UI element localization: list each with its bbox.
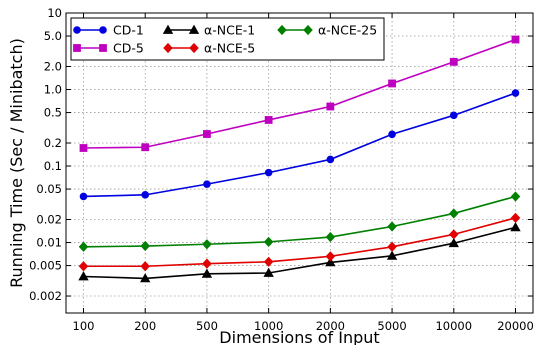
data-point <box>448 237 459 248</box>
x-tick-label: 20000 <box>497 319 534 333</box>
legend-entry: α-NCE-5 <box>163 41 255 56</box>
legend-label: CD-5 <box>113 41 144 56</box>
data-point <box>386 250 398 260</box>
series-line <box>83 226 516 280</box>
y-tick-label: 2.0 <box>44 59 62 73</box>
legend-marker <box>303 24 313 36</box>
y-tick-label: 1.0 <box>44 83 62 97</box>
legend-marker <box>277 24 287 36</box>
data-point <box>263 236 274 247</box>
series-diamond-e00000 <box>78 212 521 272</box>
data-point <box>388 79 396 88</box>
data-point <box>510 222 521 232</box>
y-tick-label: 0.002 <box>29 289 62 303</box>
legend-entry: α-NCE-25 <box>277 23 377 38</box>
data-point <box>325 251 336 262</box>
legend-label: α-NCE-1 <box>204 23 255 38</box>
data-point <box>78 241 89 252</box>
y-tick-label: 0.2 <box>44 136 62 150</box>
x-tick-label: 10000 <box>435 319 472 333</box>
data-point <box>387 241 397 252</box>
x-axis-label: Dimensions of Input <box>219 328 379 345</box>
legend-label: α-NCE-25 <box>318 23 377 38</box>
data-point <box>264 116 273 124</box>
series-layer <box>78 35 521 283</box>
data-point <box>140 273 151 283</box>
legend-marker <box>73 26 81 34</box>
series-circle-0000e0 <box>79 89 520 201</box>
legend: CD-1 CD-5 α-NCE-1 α-NCE-5 α-NCE-25 <box>70 17 385 61</box>
data-point <box>141 143 150 152</box>
legend-marker <box>73 44 81 52</box>
series-diamond-008000 <box>78 191 521 252</box>
data-point <box>263 256 274 267</box>
legend-entry: α-NCE-1 <box>162 23 255 38</box>
data-point <box>326 155 335 164</box>
data-point <box>78 271 89 281</box>
legend-marker <box>163 42 173 54</box>
legend-label: α-NCE-5 <box>204 41 255 56</box>
legend-marker <box>162 24 174 34</box>
data-point <box>203 180 211 188</box>
y-tick-label: 0.5 <box>44 106 62 120</box>
data-point <box>202 258 212 269</box>
data-point <box>449 111 458 120</box>
legend-marker <box>99 44 107 52</box>
legend-label: CD-1 <box>113 23 144 38</box>
data-point <box>79 192 88 201</box>
data-point <box>140 240 150 252</box>
data-point <box>449 208 459 219</box>
plot-frame <box>65 12 534 314</box>
data-point <box>264 168 273 177</box>
data-point <box>263 267 274 277</box>
data-point <box>449 57 458 66</box>
legend-box <box>70 17 385 61</box>
data-point <box>511 35 520 44</box>
data-point <box>201 268 213 278</box>
data-point <box>326 102 335 111</box>
y-tick-label: 10 <box>47 6 62 20</box>
y-tick-label: 0.05 <box>36 182 62 196</box>
x-tick-label: 2000 <box>316 319 345 333</box>
x-tick-label: 100 <box>73 319 95 333</box>
series-line <box>83 38 516 149</box>
data-point <box>388 130 396 139</box>
y-tick-label: 0.005 <box>29 259 62 273</box>
y-tick-label: 0.1 <box>44 159 62 173</box>
x-tick-label: 200 <box>134 319 156 333</box>
y-axis-label: Running Time (Sec / Minibatch) <box>7 38 26 288</box>
axis-ticks: 0.002 0.005 0.01 0.02 0.05 0.1 0.2 0.5 1.0 2.0 5.0… <box>29 6 534 333</box>
legend-marker <box>189 42 199 54</box>
data-point <box>510 191 521 202</box>
legend-marker <box>188 24 200 34</box>
data-point <box>449 229 459 240</box>
data-point <box>325 231 336 243</box>
data-point <box>203 130 211 138</box>
data-point <box>140 261 150 272</box>
legend-entry: CD-1 <box>73 23 144 38</box>
y-tick-label: 0.02 <box>36 213 62 227</box>
series-square-c000c0 <box>79 35 520 152</box>
data-point <box>141 191 150 199</box>
data-point <box>511 89 520 97</box>
series-line <box>83 92 516 198</box>
data-point <box>79 144 88 152</box>
data-point <box>387 221 397 232</box>
x-tick-label: 1000 <box>254 319 283 333</box>
y-tick-label: 5.0 <box>44 29 62 43</box>
series-triangle-000000 <box>78 222 521 283</box>
data-point <box>202 239 212 250</box>
series-line <box>83 195 516 248</box>
data-point <box>510 212 521 223</box>
x-tick-label: 5000 <box>377 319 406 333</box>
legend-entry: CD-5 <box>73 41 144 56</box>
data-point <box>78 261 89 272</box>
legend-marker <box>99 26 107 34</box>
series-line <box>83 217 516 268</box>
data-point <box>325 257 336 267</box>
x-tick-label: 500 <box>196 319 218 333</box>
y-tick-label: 0.01 <box>36 236 62 250</box>
